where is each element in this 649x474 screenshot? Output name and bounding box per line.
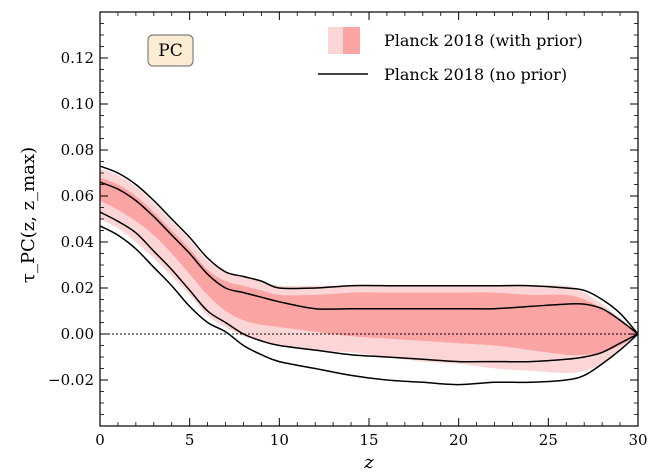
y-tick-labels: −0.02 0.00 0.02 0.04 0.06 0.08 0.10 0.12 [48,49,94,389]
x-tick-label: 10 [270,431,289,449]
y-tick-label: 0.10 [61,95,94,113]
pc-badge-box [147,34,194,67]
y-tick-label: −0.02 [48,371,94,389]
pc-badge: PC [147,34,194,67]
y-tick-label: 0.06 [61,187,94,205]
legend-swatch-inner [343,27,360,54]
legend-label-no-prior: Planck 2018 (no prior) [384,65,567,84]
lines-layer [99,165,639,386]
line-no-prior-upper [99,165,639,335]
line-no-prior-mid-upper [99,181,639,335]
y-axis-label: τ_PC(z, z_max) [18,147,39,283]
pc-badge-label: PC [158,41,182,61]
x-tick-label: 25 [539,431,558,449]
x-axis-label: z [363,452,374,473]
y-tick-label: 0.08 [61,141,94,159]
y-tick-label: 0.00 [61,325,94,343]
x-tick-label: 20 [449,431,468,449]
legend: Planck 2018 (with prior) Planck 2018 (no… [318,27,583,84]
x-tick-labels: 0 5 10 15 20 25 30 [95,431,647,449]
x-tick-label: 15 [359,431,378,449]
x-tick-label: 30 [628,431,647,449]
bands-layer [100,168,638,374]
y-tick-label: 0.04 [61,233,94,251]
line-no-prior-mid-lower [99,211,639,363]
x-tick-label: 0 [95,431,105,449]
y-tick-label: 0.12 [61,49,94,67]
ticks-layer [99,12,639,426]
band-with-prior-inner [100,177,638,356]
legend-label-with-prior: Planck 2018 (with prior) [384,31,583,50]
x-tick-label: 5 [185,431,195,449]
y-tick-label: 0.02 [61,279,94,297]
line-no-prior-lower [99,225,639,386]
